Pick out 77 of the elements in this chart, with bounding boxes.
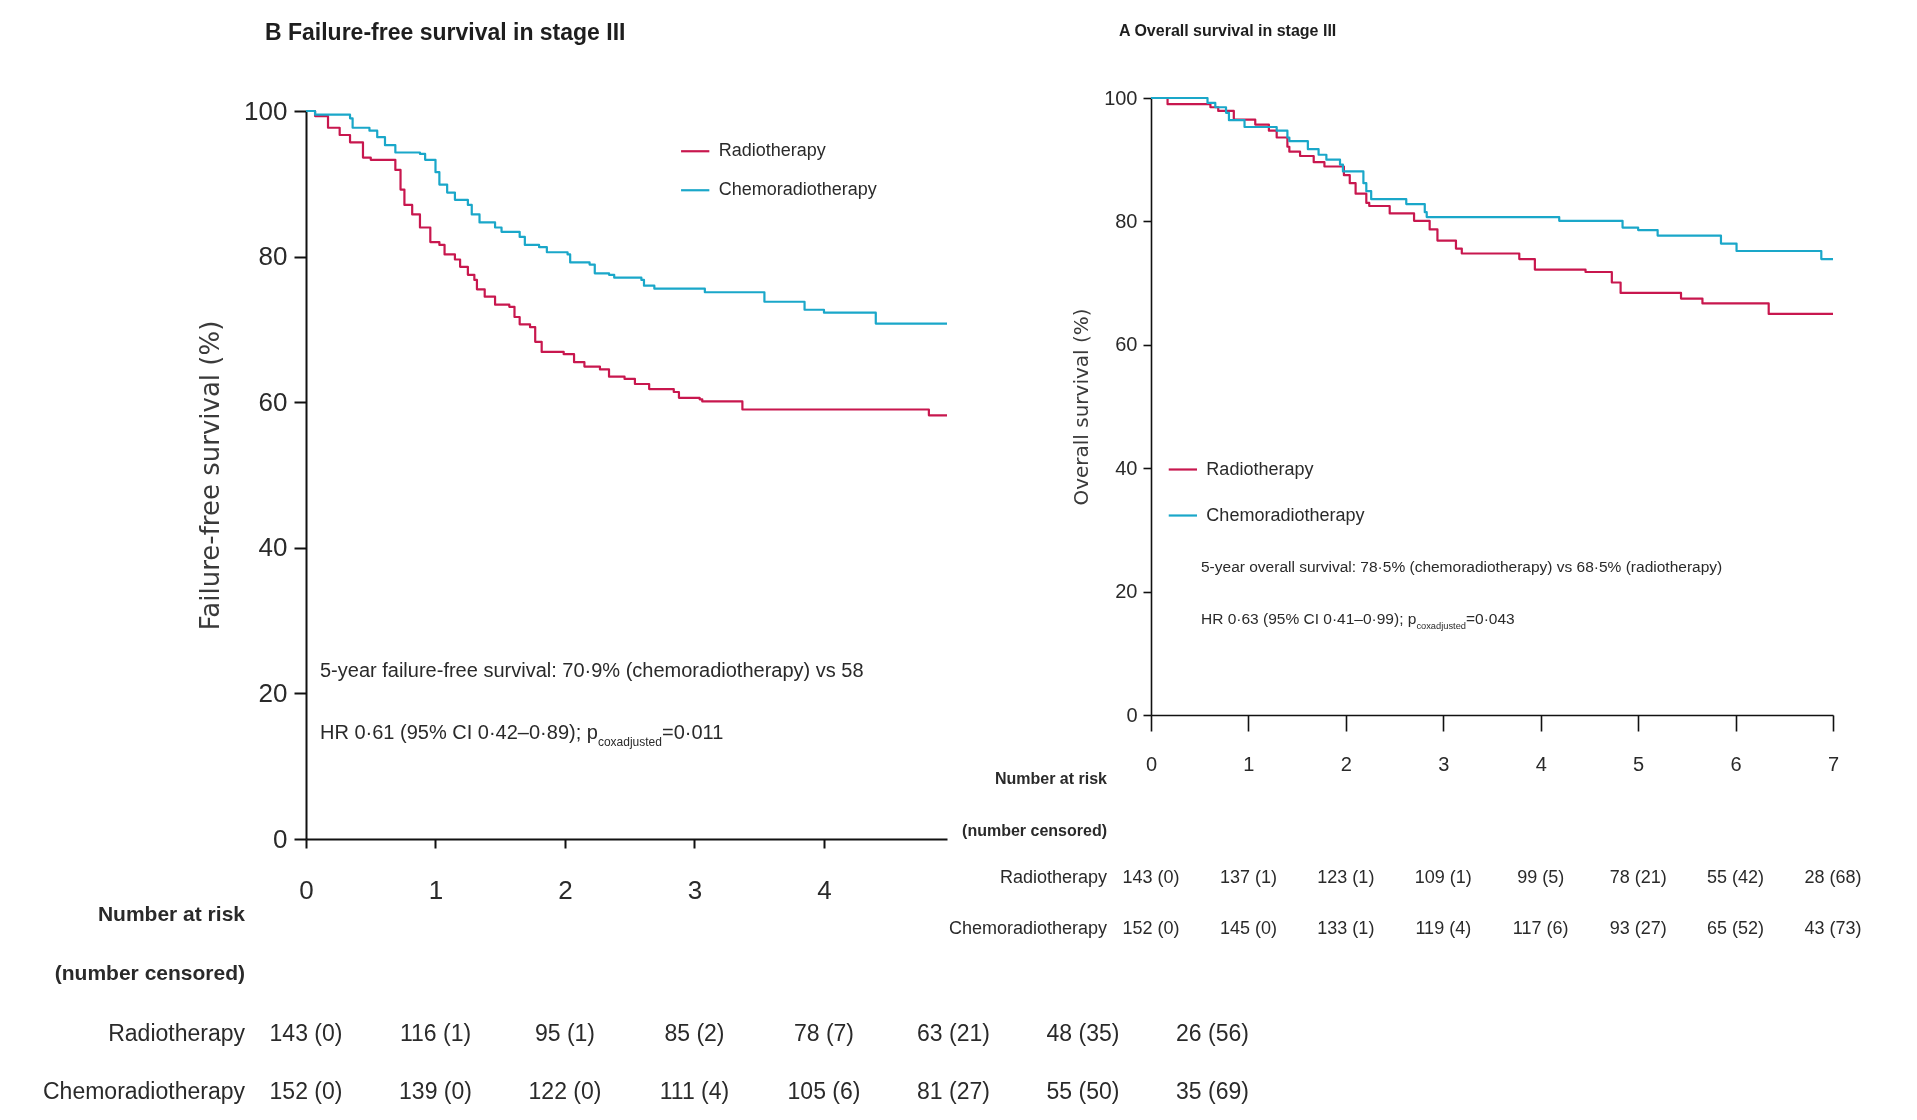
text: 117 (6)	[1512, 918, 1569, 938]
x-tick-label: 0	[299, 874, 314, 905]
y-axis-title: Overall survival (%)	[1068, 308, 1093, 506]
y-tick-label: 100	[244, 95, 288, 126]
text: 26 (56)	[1176, 1020, 1249, 1046]
x-tick-label: 7	[1827, 752, 1840, 775]
y-tick-label: 80	[1115, 209, 1138, 232]
text: 139 (0)	[399, 1078, 472, 1104]
y-tick-label: 20	[258, 677, 288, 708]
legend-label: Chemoradiotherapy	[1206, 504, 1365, 525]
text: (number censored)	[54, 961, 245, 984]
text: 55 (50)	[1046, 1078, 1120, 1104]
legend-label: Radiotherapy	[718, 140, 826, 161]
text: 143 (0)	[1122, 867, 1180, 887]
legend-label: Chemoradiotherapy	[718, 179, 877, 200]
text: 123 (1)	[1317, 867, 1375, 887]
text: 105 (6)	[787, 1078, 861, 1104]
x-tick-label: 1	[1243, 752, 1255, 775]
text: 152 (0)	[1122, 918, 1180, 938]
y-tick-label: 40	[1115, 456, 1138, 479]
text: 99 (5)	[1517, 867, 1565, 887]
text: 43 (73)	[1804, 918, 1862, 938]
text: 48 (35)	[1046, 1020, 1120, 1046]
y-tick-label: 60	[258, 386, 288, 417]
y-tick-label: 40	[258, 532, 288, 563]
x-tick-label: 3	[1438, 752, 1450, 775]
x-tick-label: 4	[1535, 752, 1547, 775]
annotation: HR 0·63 (95% CI 0·41–0·99); p$_{coxadjusted}$=0·043	[1201, 610, 1515, 631]
text: 137 (1)	[1219, 867, 1277, 887]
text: Chemoradiotherapy	[42, 1078, 246, 1104]
annotation: 5-year overall survival: 78·5% (chemoradiotherapy) vs 68·5% (radiotherapy)	[1201, 558, 1723, 575]
legend-label: Radiotherapy	[1206, 458, 1314, 479]
x-tick-label: 3	[687, 874, 703, 905]
text: 28 (68)	[1804, 867, 1862, 887]
text: Radiotherapy	[108, 1020, 246, 1046]
text: 152 (0)	[269, 1078, 343, 1104]
chart-title: A Overall survival in stage III	[1119, 22, 1337, 39]
text: 81 (27)	[917, 1078, 990, 1104]
y-tick-label: 20	[1115, 580, 1138, 603]
text: Radiotherapy	[999, 867, 1107, 887]
text: 116 (1)	[399, 1020, 472, 1046]
text: 143 (0)	[269, 1020, 343, 1046]
chart-title: B Failure-free survival in stage III	[265, 19, 626, 45]
text: 95 (1)	[534, 1020, 596, 1046]
annotation: HR 0·61 (95% CI 0·42–0·89); p$_{coxadjusted}$=0·011	[320, 721, 724, 749]
y-tick-label: 80	[258, 241, 288, 272]
text: 63 (21)	[917, 1020, 990, 1046]
text: 133 (1)	[1317, 918, 1375, 938]
y-axis-title: Failure-free survival (%)	[194, 320, 225, 631]
text: 93 (27)	[1609, 918, 1667, 938]
text: 109 (1)	[1414, 867, 1472, 887]
text: 145 (0)	[1219, 918, 1277, 938]
text: 35 (69)	[1176, 1078, 1249, 1104]
text: 55 (42)	[1707, 867, 1765, 887]
text: (number censored)	[962, 822, 1107, 839]
x-tick-label: 0	[1145, 752, 1158, 775]
y-tick-label: 100	[1104, 86, 1138, 109]
y-tick-label: 60	[1115, 333, 1138, 356]
annotation: 5-year failure-free survival: 70·9% (chemoradiotherapy) vs 58	[320, 659, 864, 681]
x-tick-label: 5	[1633, 752, 1645, 775]
x-tick-label: 2	[1340, 752, 1352, 775]
text: 65 (52)	[1707, 918, 1765, 938]
y-tick-label: 0	[1126, 703, 1138, 726]
text: 119 (4)	[1415, 918, 1472, 938]
text: Chemoradiotherapy	[948, 918, 1107, 938]
x-tick-label: 4	[817, 874, 832, 905]
text: Number at risk	[97, 902, 246, 925]
x-tick-label: 6	[1730, 752, 1742, 775]
x-tick-label: 2	[558, 874, 573, 905]
x-tick-label: 1	[428, 874, 444, 905]
text: 111 (4)	[659, 1078, 730, 1104]
text: 78 (7)	[793, 1020, 855, 1046]
text: 85 (2)	[664, 1020, 725, 1046]
text: 122 (0)	[528, 1078, 602, 1104]
text: Number at risk	[994, 770, 1108, 787]
text: 78 (21)	[1609, 867, 1667, 887]
y-tick-label: 0	[273, 823, 288, 854]
